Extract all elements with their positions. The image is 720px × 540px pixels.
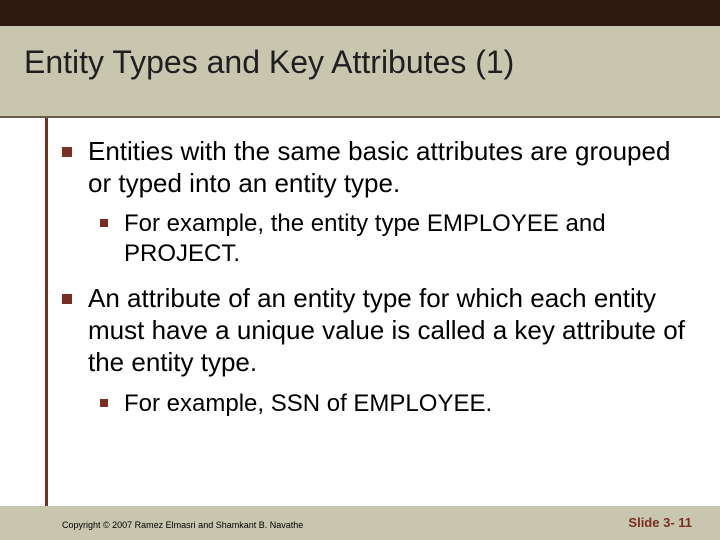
copyright-text: Copyright © 2007 Ramez Elmasri and Shamk…: [62, 520, 303, 530]
bullet-text: For example, the entity type EMPLOYEE an…: [124, 210, 606, 267]
bullet-level1: Entities with the same basic attributes …: [62, 136, 690, 199]
bullet-level2: For example, SSN of EMPLOYEE.: [62, 389, 690, 419]
bullet-level1: An attribute of an entity type for which…: [62, 283, 690, 378]
top-accent-band: [0, 0, 720, 26]
square-bullet-icon: [100, 219, 108, 227]
square-bullet-icon: [62, 294, 72, 304]
footer-band: Copyright © 2007 Ramez Elmasri and Shamk…: [0, 506, 720, 540]
slide-title: Entity Types and Key Attributes (1): [24, 44, 696, 81]
bullet-text: Entities with the same basic attributes …: [88, 136, 670, 198]
bullet-text: An attribute of an entity type for which…: [88, 283, 685, 376]
slide-number: Slide 3- 11: [628, 515, 692, 530]
slide: Entity Types and Key Attributes (1) Enti…: [0, 0, 720, 540]
vertical-accent-rule: [45, 118, 48, 506]
horizontal-divider: [0, 116, 720, 118]
title-band: Entity Types and Key Attributes (1): [0, 26, 720, 116]
square-bullet-icon: [62, 147, 72, 157]
bullet-text: For example, SSN of EMPLOYEE.: [124, 390, 492, 417]
content-area: Entities with the same basic attributes …: [62, 136, 690, 500]
square-bullet-icon: [100, 399, 108, 407]
bullet-level2: For example, the entity type EMPLOYEE an…: [62, 209, 690, 269]
